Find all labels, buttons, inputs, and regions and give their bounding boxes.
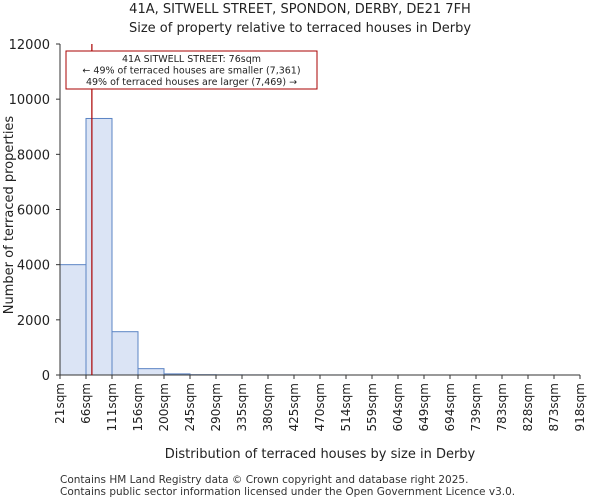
x-tick-label: 335sqm [235,383,249,431]
x-tick-label: 380sqm [261,383,275,431]
x-tick-label: 66sqm [79,383,93,424]
bar [137,368,165,376]
y-tick-label: 2000 [17,314,50,329]
x-tick-label: 604sqm [391,383,405,431]
x-tick-label: 649sqm [417,383,431,431]
x-tick-label: 111sqm [105,383,119,431]
x-tick-label: 425sqm [287,383,301,431]
y-tick-label: 12000 [9,38,50,53]
bar [85,117,113,376]
annotation-line: 41A SITWELL STREET: 76sqm [122,54,261,65]
bar-chart: 0 2000 4000 6000 8000 10000 12000 21sqm 66sqm 11… [2,38,587,462]
annotation-line: ← 49% of terraced houses are smaller (7,… [82,66,300,77]
x-tick-label: 694sqm [443,383,457,431]
x-tick-label: 245sqm [183,383,197,431]
x-tick-label: 290sqm [209,383,223,431]
y-tick-label: 6000 [17,204,50,219]
x-tick-label: 783sqm [495,383,509,431]
x-tick-label: 828sqm [521,383,535,431]
y-axis-label: Number of terraced properties [2,116,17,315]
chart-title: 41A, SITWELL STREET, SPONDON, DERBY, DE2… [129,2,471,17]
footer-line-1: Contains HM Land Registry data © Crown c… [60,474,469,486]
x-tick-label: 873sqm [547,383,561,431]
x-tick-label: 559sqm [365,383,379,431]
x-axis-label: Distribution of terraced houses by size … [165,447,476,462]
annotation-box [65,50,318,90]
x-tick-label: 739sqm [469,383,483,431]
bar [111,331,139,376]
x-tick-label: 21sqm [53,383,67,424]
y-tick-label: 0 [42,369,50,384]
x-tick-label: 156sqm [131,383,145,431]
y-tick-label: 8000 [17,148,50,163]
chart-subtitle: Size of property relative to terraced ho… [128,21,472,36]
x-tick-label: 200sqm [157,383,171,431]
x-tick-label: 470sqm [313,383,327,431]
y-tick-label: 4000 [17,259,50,274]
annotation-line: 49% of terraced houses are larger (7,469… [86,77,297,88]
y-tick-label: 10000 [9,93,50,108]
x-tick-label: 514sqm [339,383,353,431]
footer-line-2: Contains public sector information licen… [60,486,516,498]
x-tick-label: 918sqm [573,383,587,431]
bar [59,264,87,376]
